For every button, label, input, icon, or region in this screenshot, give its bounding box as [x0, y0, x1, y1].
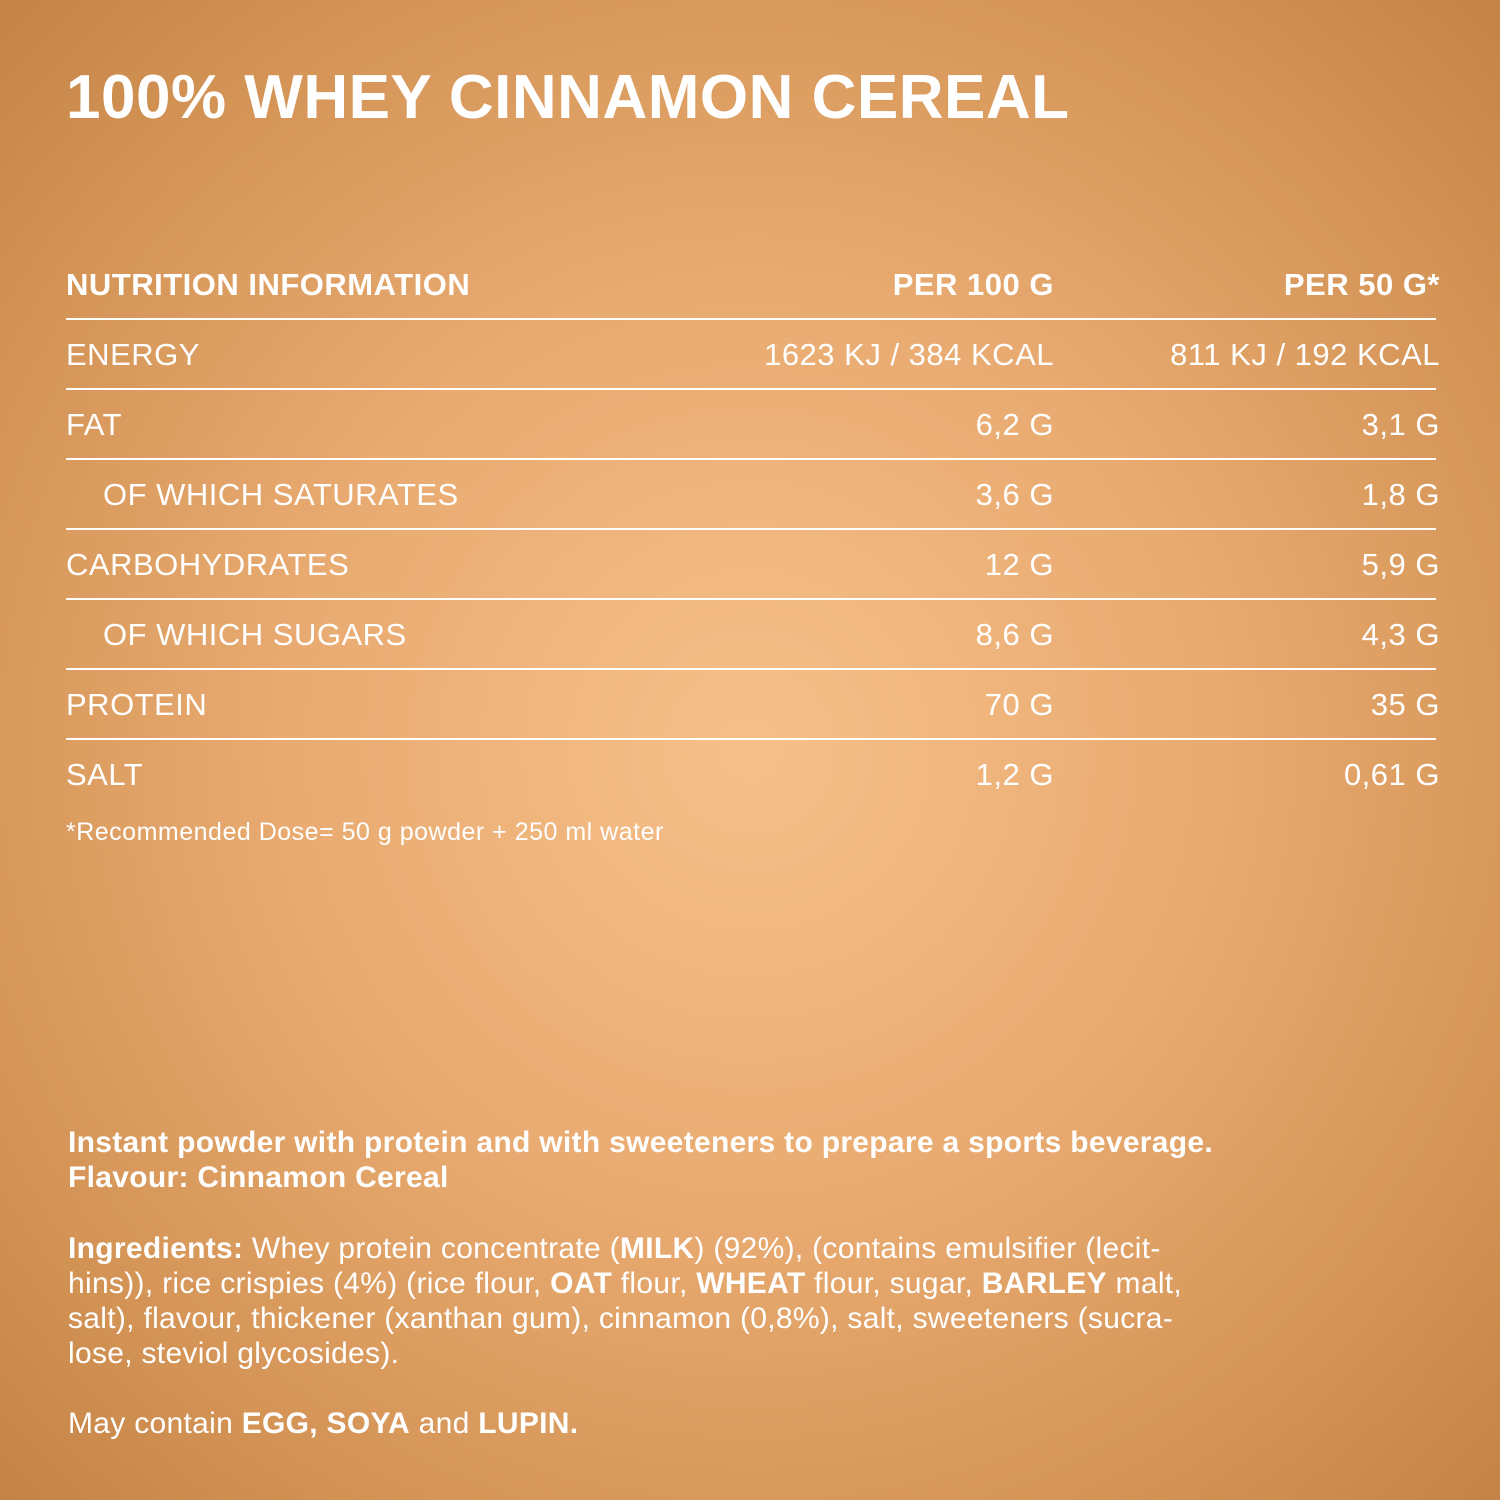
- allergen-barley: BARLEY: [981, 1267, 1107, 1300]
- flavour-line: Flavour: Cinnamon Cereal: [68, 1161, 449, 1194]
- may-contain-statement: May contain EGG, SOYA and LUPIN.: [68, 1406, 578, 1441]
- page-title: 100% WHEY CINNAMON CEREAL: [66, 63, 1070, 132]
- ingredients-block: Ingredients: Whey protein concentrate (M…: [68, 1231, 1398, 1371]
- table-row-protein: PROTEIN 70 G 35 G: [66, 670, 1440, 740]
- row-label: PROTEIN: [66, 687, 208, 722]
- ingredients-text: hins)), rice crispies (4%) (rice flour,: [68, 1267, 551, 1300]
- allergen-milk: MILK: [619, 1232, 695, 1265]
- row-label: OF WHICH SATURATES: [103, 477, 459, 512]
- row-value-per-100g: 3,6 G: [975, 477, 1054, 512]
- recommended-dose-footnote: *Recommended Dose= 50 g powder + 250 ml …: [66, 818, 664, 846]
- ingredients-text: ) (92%), (contains emulsifier (lecit-: [694, 1232, 1161, 1265]
- row-value-per-100g: 1623 KJ / 384 KCAL: [764, 337, 1054, 372]
- ingredients-text: Whey protein concentrate (: [243, 1232, 620, 1265]
- row-value-per-50g: 3,1 G: [1361, 407, 1440, 442]
- row-value-per-50g: 4,3 G: [1361, 617, 1440, 652]
- table-row-carbohydrates: CARBOHYDRATES 12 G 5,9 G: [66, 530, 1440, 600]
- row-label: CARBOHYDRATES: [66, 547, 350, 582]
- allergen-oat: OAT: [550, 1267, 613, 1300]
- allergen-lupin: LUPIN.: [478, 1407, 579, 1440]
- ingredients-text: flour,: [612, 1267, 697, 1300]
- table-row-sugars: OF WHICH SUGARS 8,6 G 4,3 G: [66, 600, 1440, 670]
- product-description: Instant powder with protein and with swe…: [68, 1125, 1398, 1195]
- allergen-egg-soya: EGG, SOYA: [241, 1407, 411, 1440]
- ingredients-text: malt,: [1106, 1267, 1183, 1300]
- ingredients-line-1: Ingredients: Whey protein concentrate (M…: [68, 1231, 1398, 1266]
- table-row-saturates: OF WHICH SATURATES 3,6 G 1,8 G: [66, 460, 1440, 530]
- row-value-per-100g: 6,2 G: [975, 407, 1054, 442]
- ingredients-line-3: salt), flavour, thickener (xanthan gum),…: [68, 1302, 1174, 1335]
- row-value-per-50g: 5,9 G: [1361, 547, 1440, 582]
- allergens-text: May contain: [68, 1407, 242, 1440]
- header-nutrition-information: NUTRITION INFORMATION: [66, 267, 471, 302]
- row-value-per-50g: 811 KJ / 192 KCAL: [1170, 337, 1440, 372]
- nutrition-table: NUTRITION INFORMATION PER 100 G PER 50 G…: [66, 250, 1440, 810]
- table-header: NUTRITION INFORMATION PER 100 G PER 50 G…: [66, 250, 1440, 320]
- row-label: OF WHICH SUGARS: [103, 617, 407, 652]
- row-label: ENERGY: [66, 337, 200, 372]
- row-value-per-50g: 0,61 G: [1343, 757, 1440, 792]
- row-value-per-100g: 8,6 G: [975, 617, 1054, 652]
- row-value-per-100g: 1,2 G: [975, 757, 1054, 792]
- table-row-fat: FAT 6,2 G 3,1 G: [66, 390, 1440, 460]
- header-per-50g: PER 50 G*: [1283, 267, 1440, 302]
- row-value-per-100g: 70 G: [984, 687, 1054, 722]
- ingredients-text: flour, sugar,: [805, 1267, 982, 1300]
- row-value-per-50g: 35 G: [1370, 687, 1440, 722]
- ingredients-line-4: lose, steviol glycosides).: [68, 1337, 400, 1370]
- allergen-wheat: WHEAT: [696, 1267, 806, 1300]
- row-label: SALT: [66, 757, 144, 792]
- table-row-energy: ENERGY 1623 KJ / 384 KCAL 811 KJ / 192 K…: [66, 320, 1440, 390]
- table-row-salt: SALT 1,2 G 0,61 G: [66, 740, 1440, 810]
- header-per-100g: PER 100 G: [892, 267, 1054, 302]
- row-value-per-50g: 1,8 G: [1361, 477, 1440, 512]
- row-label: FAT: [66, 407, 123, 442]
- description-line: Instant powder with protein and with swe…: [68, 1126, 1214, 1159]
- row-value-per-100g: 12 G: [984, 547, 1054, 582]
- ingredients-line-2: hins)), rice crispies (4%) (rice flour, …: [68, 1266, 1398, 1301]
- ingredients-label: Ingredients:: [68, 1232, 244, 1265]
- allergens-text: and: [410, 1407, 479, 1440]
